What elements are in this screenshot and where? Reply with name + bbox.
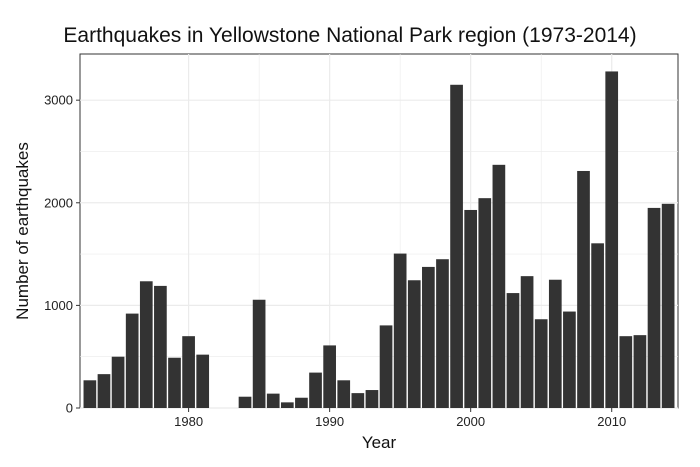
x-tick-label: 2010 — [597, 414, 626, 429]
bar-2009 — [591, 243, 604, 408]
x-tick-label: 1990 — [315, 414, 344, 429]
bar-1992 — [351, 393, 365, 408]
bar-1978 — [154, 285, 167, 408]
bar-1974 — [97, 374, 111, 408]
bar-1976 — [125, 313, 139, 408]
bar-2012 — [633, 335, 647, 408]
bar-1977 — [139, 281, 153, 408]
bar-1986 — [266, 393, 280, 408]
bars — [83, 71, 675, 409]
y-tick-label: 1000 — [44, 298, 73, 313]
bar-2007 — [563, 311, 576, 408]
bar-2010 — [605, 71, 619, 408]
bar-2014 — [661, 203, 675, 408]
x-axis-title: Year — [362, 433, 397, 452]
bar-2013 — [647, 207, 661, 408]
y-tick-label: 0 — [66, 401, 73, 416]
x-tick-label: 1980 — [174, 414, 203, 429]
bar-1997 — [422, 266, 435, 408]
bar-1996 — [407, 280, 421, 408]
bar-1999 — [450, 84, 463, 409]
bar-1985 — [252, 299, 266, 408]
bar-1990 — [323, 345, 336, 408]
y-tick-label: 3000 — [44, 93, 73, 108]
bar-2005 — [534, 319, 548, 408]
bar-1979 — [168, 357, 181, 408]
bar-1981 — [196, 354, 210, 408]
bar-1980 — [182, 336, 195, 408]
bar-1998 — [436, 259, 449, 408]
bar-1984 — [238, 396, 252, 408]
bar-1993 — [365, 390, 379, 408]
bar-2006 — [548, 279, 562, 408]
bar-1988 — [295, 397, 308, 408]
y-tick-label: 2000 — [44, 195, 73, 210]
y-axis-title: Number of earthquakes — [13, 142, 32, 320]
bar-2002 — [492, 164, 506, 408]
bar-1975 — [111, 356, 125, 408]
bar-1989 — [309, 372, 322, 408]
bar-1991 — [337, 380, 351, 408]
bar-1973 — [83, 380, 97, 408]
bar-2001 — [478, 198, 492, 408]
x-tick-label: 2000 — [456, 414, 485, 429]
bar-1995 — [393, 253, 407, 408]
bar-2004 — [520, 276, 534, 408]
bar-2000 — [464, 209, 478, 408]
axis-ticks: 0 1000 2000 3000 1980 1990 2000 2010 — [44, 93, 626, 429]
bar-1987 — [280, 402, 294, 408]
bar-1994 — [379, 325, 393, 408]
bar-2011 — [619, 336, 633, 408]
chart-title: Earthquakes in Yellowstone National Park… — [63, 24, 637, 47]
bar-2003 — [506, 293, 520, 408]
bar-2008 — [577, 170, 590, 408]
